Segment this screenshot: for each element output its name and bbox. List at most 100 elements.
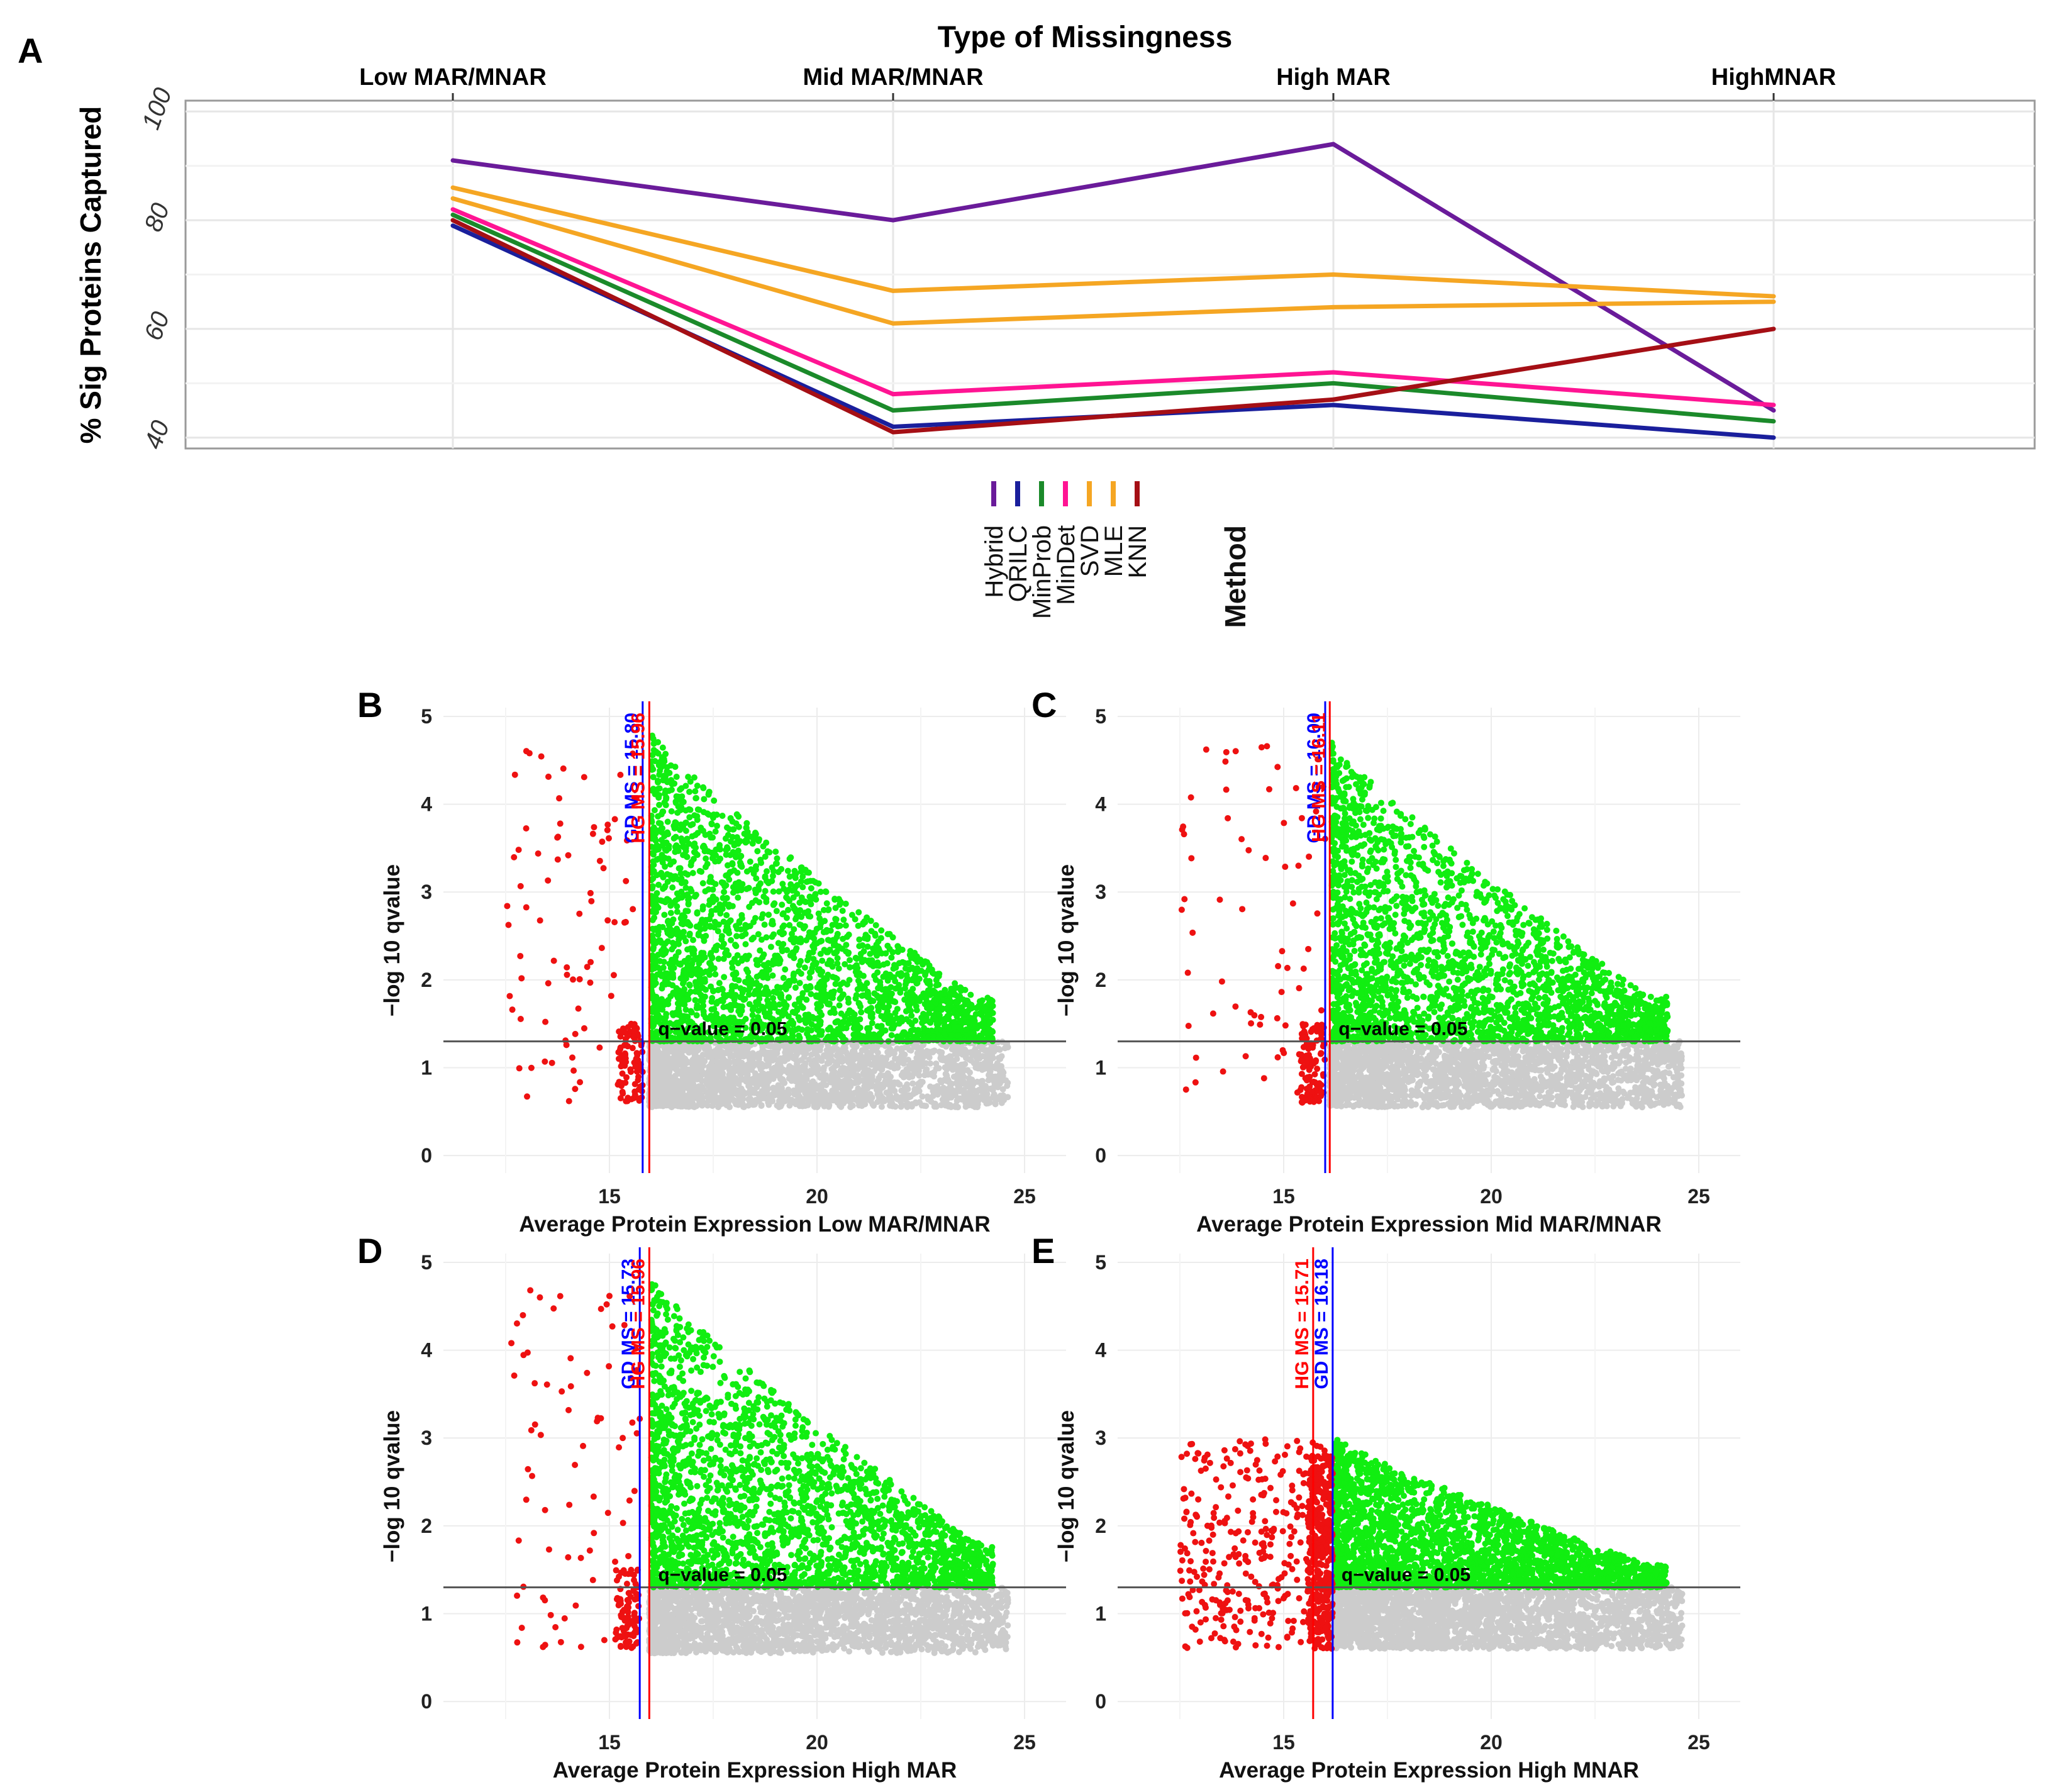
scatter-point-significant xyxy=(659,744,666,751)
scatter-point-significant xyxy=(699,998,706,1005)
scatter-point-significant xyxy=(686,981,693,988)
scatter-point-significant xyxy=(852,1025,859,1032)
scatter-point-nonsignificant xyxy=(898,1103,904,1110)
scatter-point-nonsignificant xyxy=(849,1079,856,1086)
scatter-point-significant xyxy=(952,984,959,991)
scatter-point-significant xyxy=(873,942,880,949)
scatter-point-significant xyxy=(765,911,772,918)
scatter-point-significant xyxy=(661,840,668,847)
scatter-point-significant xyxy=(791,872,798,879)
scatter-point-significant xyxy=(664,768,670,775)
scatter-point-significant xyxy=(904,1000,911,1007)
scatter-point-significant xyxy=(834,955,841,962)
scatter-point-nonsignificant xyxy=(921,1102,928,1109)
scatter-point-nonsignificant xyxy=(709,1082,716,1089)
panel-a-series-point xyxy=(1771,408,1776,413)
scatter-point-significant xyxy=(664,818,671,825)
scatter-point-nonsignificant xyxy=(779,1076,786,1082)
panel-a-series-point xyxy=(450,196,455,201)
scatter-point-nonsignificant xyxy=(947,1061,954,1068)
panel-a-series-line xyxy=(452,207,1774,408)
scatter-point-nonsignificant xyxy=(664,1047,671,1054)
scatter-point-significant xyxy=(675,876,682,883)
scatter-point-significant xyxy=(662,977,669,984)
scatter-point-significant xyxy=(886,1003,892,1010)
scatter-point-significant xyxy=(757,957,764,964)
scatter-point-significant xyxy=(896,982,903,989)
scatter-point-nonsignificant xyxy=(901,1073,908,1080)
scatter-point-nonsignificant xyxy=(784,1094,791,1101)
scatter-point-significant xyxy=(650,766,657,773)
scatter-point-significant xyxy=(750,1004,757,1011)
scatter-point-significant xyxy=(981,1008,987,1015)
panel-a-series-point xyxy=(891,218,896,223)
scatter-point-low-expression xyxy=(623,1098,630,1105)
scatter-point-significant xyxy=(685,996,692,1003)
scatter-point-significant xyxy=(733,811,740,818)
scatter-point-low-expression xyxy=(629,1045,636,1052)
panel-a-series-point xyxy=(1331,272,1336,277)
scatter-point-significant xyxy=(673,774,680,781)
scatter-point-nonsignificant xyxy=(942,1102,949,1109)
scatter-point-significant xyxy=(856,936,863,943)
scatter-point-low-expression xyxy=(554,834,561,841)
scatter-point-significant xyxy=(663,796,670,803)
scatter-point-significant xyxy=(764,868,770,875)
scatter-point-low-expression xyxy=(509,1006,516,1013)
scatter-point-significant xyxy=(682,879,689,886)
scatter-point-significant xyxy=(772,952,779,959)
scatter-point-nonsignificant xyxy=(656,1082,663,1089)
scatter-point-significant xyxy=(747,981,753,988)
scatter-point-significant xyxy=(734,884,741,891)
scatter-point-low-expression xyxy=(545,980,552,987)
scatter-point-nonsignificant xyxy=(983,1100,990,1107)
scatter-point-significant xyxy=(888,954,895,961)
scatter-point-nonsignificant xyxy=(887,1073,894,1080)
scatter-point-significant xyxy=(732,854,739,860)
scatter-point-nonsignificant xyxy=(771,1043,778,1050)
scatter-point-significant xyxy=(701,978,708,985)
scatter-point-nonsignificant xyxy=(818,1057,825,1064)
scatter-point-significant xyxy=(734,952,741,959)
scatter-point-nonsignificant xyxy=(781,1054,787,1061)
panel-a-series-point xyxy=(891,321,896,326)
scatter-point-significant xyxy=(943,998,950,1005)
scatter-point-significant xyxy=(692,794,699,801)
scatter-point-significant xyxy=(818,978,825,985)
scatter-point-low-expression xyxy=(505,921,512,928)
scatter-y-tick-label: 3 xyxy=(421,881,432,903)
scatter-point-nonsignificant xyxy=(728,1053,735,1060)
scatter-point-significant xyxy=(739,881,746,888)
scatter-point-low-expression xyxy=(538,753,545,760)
scatter-point-significant xyxy=(692,832,699,838)
scatter-point-significant xyxy=(759,973,766,980)
scatter-point-significant xyxy=(948,1032,955,1038)
scatter-point-nonsignificant xyxy=(824,1060,831,1067)
scatter-point-nonsignificant xyxy=(835,1047,842,1054)
scatter-point-nonsignificant xyxy=(728,1094,735,1101)
scatter-point-nonsignificant xyxy=(883,1080,890,1087)
scatter-point-significant xyxy=(681,967,687,974)
scatter-point-significant xyxy=(901,985,908,992)
scatter-point-significant xyxy=(903,972,910,979)
scatter-point-significant xyxy=(882,994,889,1001)
scatter-point-significant xyxy=(811,892,818,899)
scatter-point-significant xyxy=(677,975,684,982)
scatter-point-significant xyxy=(742,930,749,937)
scatter-point-significant xyxy=(754,848,761,855)
scatter-point-significant xyxy=(730,826,736,833)
scatter-point-significant xyxy=(673,842,680,849)
scatter-point-significant xyxy=(779,901,786,908)
scatter-point-nonsignificant xyxy=(813,1050,820,1057)
scatter-point-significant xyxy=(688,972,695,979)
scatter-point-low-expression xyxy=(620,1090,626,1097)
scatter-point-nonsignificant xyxy=(733,1078,740,1085)
scatter-point-low-expression xyxy=(517,1016,524,1023)
scatter-point-significant xyxy=(710,988,717,994)
scatter-point-significant xyxy=(804,1026,811,1033)
scatter-point-nonsignificant xyxy=(915,1080,922,1087)
scatter-point-significant xyxy=(729,860,736,867)
scatter-point-significant xyxy=(711,797,718,804)
scatter-point-nonsignificant xyxy=(963,1055,970,1062)
scatter-point-significant xyxy=(687,1008,694,1015)
